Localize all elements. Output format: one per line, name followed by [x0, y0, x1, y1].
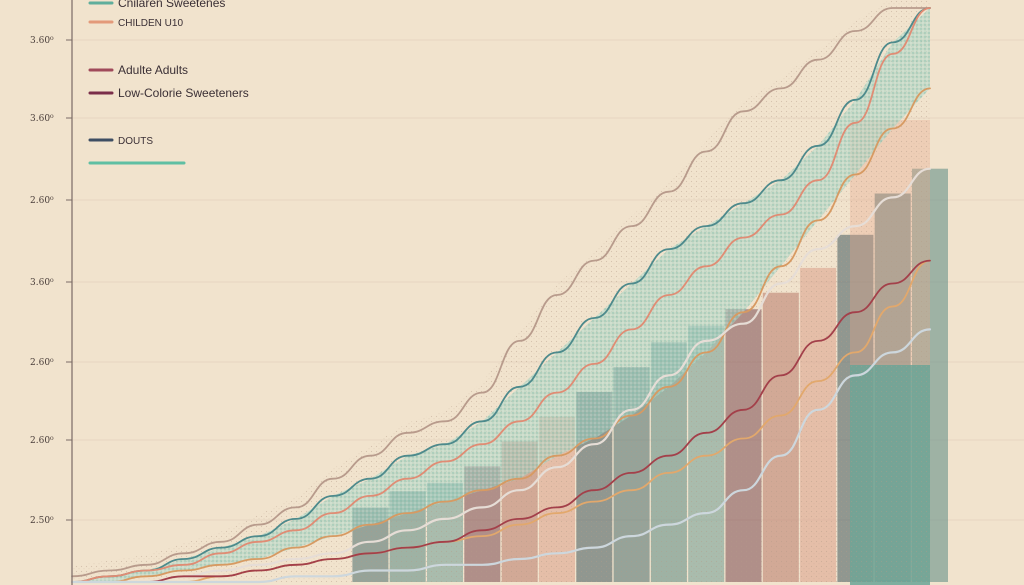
legend-label: Cnilaren Sweetenes — [118, 0, 225, 10]
series-lines — [70, 7, 932, 584]
teal-band-shape — [72, 8, 930, 582]
series-line — [71, 7, 931, 583]
y-tick-label: 2.50⁰ — [30, 516, 54, 526]
series-line — [71, 259, 931, 583]
y-tick-label: 3.60⁰ — [30, 36, 54, 46]
stippled-area-shape — [72, 0, 930, 582]
series-line — [71, 87, 931, 583]
legend-label: Low-Colorie Sweeteners — [118, 86, 249, 100]
stippled-area — [72, 0, 930, 582]
legend: Cnilaren Sweetenes CHILDEN U10 Adulte Adul… — [88, 0, 249, 165]
teal-band-area — [72, 8, 930, 582]
y-tick-label: 2.60⁰ — [30, 358, 54, 368]
legend-label: CHILDEN U10 — [118, 18, 183, 29]
legend-label: DOUTS — [118, 136, 153, 147]
y-tick-label: 3.60⁰ — [30, 114, 54, 124]
series-line — [71, 7, 931, 578]
legend-label: Adulte Adults — [118, 63, 188, 77]
series-line — [70, 328, 932, 584]
series-line — [70, 167, 932, 584]
y-axis-ticks: 3.60⁰ 3.60⁰ 2.60⁰ 3.60⁰ 2.60⁰ 2.60⁰ 2.50⁰ — [30, 36, 72, 526]
y-tick-label: 3.60⁰ — [30, 278, 54, 288]
y-tick-label: 2.60⁰ — [30, 436, 54, 446]
series-line — [71, 7, 931, 583]
y-tick-label: 2.60⁰ — [30, 196, 54, 206]
